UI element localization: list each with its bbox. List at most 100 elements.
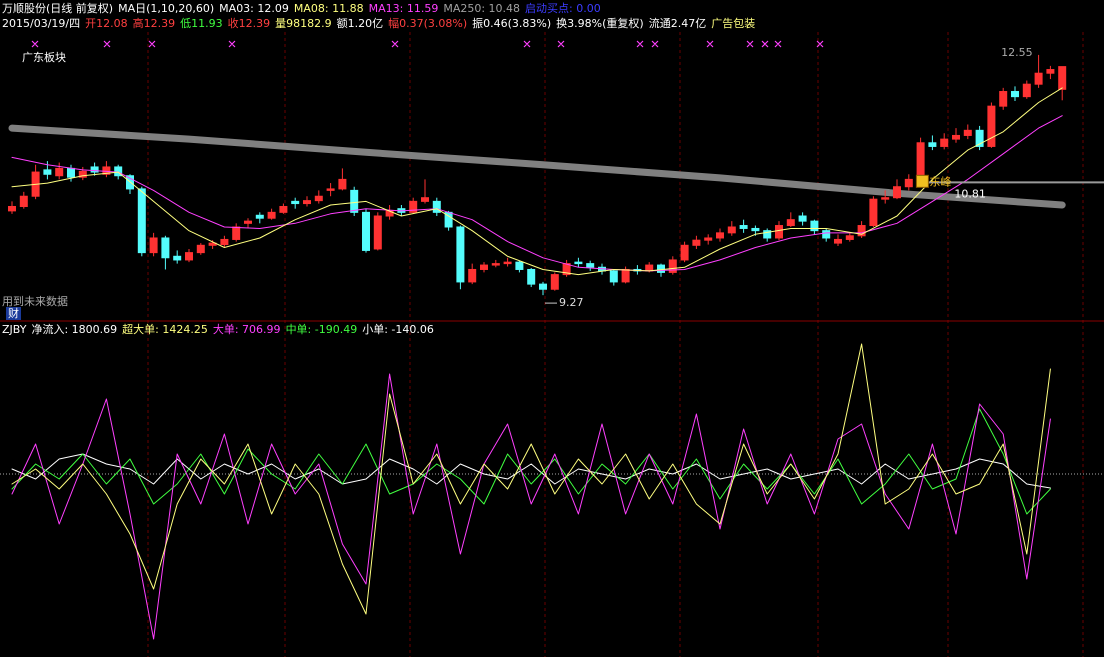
candle-body (208, 242, 217, 246)
candle-body (220, 238, 229, 246)
candle-body (43, 169, 52, 175)
candle-body (78, 170, 87, 178)
candle-body (114, 166, 123, 177)
candle-body (822, 230, 831, 239)
candle-body (1034, 72, 1043, 85)
ma-line (8, 124, 1066, 209)
candle-body (279, 205, 288, 213)
flow-line (11, 408, 1051, 515)
candle-body (67, 167, 75, 178)
candle-body (491, 263, 500, 266)
candle-body (409, 200, 418, 213)
candle-body (668, 259, 677, 273)
candle-body (244, 220, 252, 224)
candle-body (456, 226, 465, 283)
candle-body (952, 134, 960, 140)
candle-body (350, 189, 359, 213)
candle-body (727, 226, 736, 234)
candle-body (326, 188, 335, 191)
candle-body (480, 264, 488, 270)
candle-body (8, 205, 16, 212)
legend-item: 中单: -190.49 (285, 323, 358, 336)
candle-body (1022, 83, 1031, 98)
signal-crosses (31, 40, 824, 48)
candle-body (1046, 69, 1055, 74)
header-item: MA13: 11.59 (368, 2, 439, 15)
candle-body (173, 255, 182, 261)
candle-body (869, 198, 878, 227)
header-item: MA250: 10.48 (443, 2, 521, 15)
candle-body (373, 215, 382, 250)
candle-body (362, 211, 370, 251)
quote-item: 流通2.47亿 (648, 17, 707, 30)
quote-item: 振0.46(3.83%) (472, 17, 552, 30)
candle-body (704, 237, 713, 241)
legend-item: 大单: 706.99 (212, 323, 281, 336)
candle-body (338, 178, 347, 190)
candle-body (739, 225, 748, 229)
candle-body (149, 237, 158, 254)
sector-label: 广东板块 (22, 51, 66, 64)
candle-body (314, 195, 323, 202)
candle-body (928, 142, 937, 147)
candle-body (916, 142, 925, 180)
header-line-2: 2015/03/19/四 开12.08 高12.39 低11.93 收12.39 量981… (2, 16, 760, 31)
header-item: 万顺股份(日线 前复权) (2, 2, 114, 15)
candle-body (987, 105, 996, 147)
period-separators (147, 32, 1084, 657)
flow-line (11, 373, 1051, 640)
candle-body (161, 237, 170, 259)
candle-body (291, 200, 300, 205)
candle-body (196, 244, 205, 254)
candle-body (19, 195, 28, 207)
candle-body (586, 263, 595, 268)
candle-body (893, 186, 901, 199)
candle-body (645, 264, 654, 272)
legend-item: 小单: -140.06 (362, 323, 434, 336)
candle-body (999, 91, 1008, 107)
cai-badge[interactable]: 财 (6, 307, 21, 320)
candle-body (810, 220, 819, 232)
candle-body (751, 227, 760, 232)
candle-body (255, 214, 264, 219)
quote-item: 开12.08 (85, 17, 128, 30)
quote-item: 广告包装 (711, 17, 756, 30)
quote-item: 幅0.37(3.08%) (388, 17, 468, 30)
candle-body (775, 225, 783, 239)
candle-body (786, 219, 795, 227)
candle-body (857, 225, 866, 237)
flow-panel (0, 343, 1104, 640)
candle-body (55, 167, 64, 177)
candle-body (232, 226, 241, 240)
candle-body (716, 232, 724, 239)
candle-body (503, 261, 512, 265)
legend-item: 净流入: 1800.69 (31, 323, 118, 336)
ma-line (11, 87, 1063, 276)
header-item: 启动买点: 0.00 (525, 2, 601, 15)
candle-body (102, 166, 111, 175)
candle-body (940, 138, 949, 147)
quote-item: 低11.93 (180, 17, 223, 30)
candle-body (432, 200, 441, 213)
low-label: 9.27 (559, 296, 584, 309)
candle-body (562, 263, 571, 276)
candle-body (975, 129, 984, 147)
quote-item: 收12.39 (227, 17, 271, 30)
quote-item: 换3.98%(重复权) (556, 17, 644, 30)
header-item: MA日(1,10,20,60) (118, 2, 215, 15)
candle-body (574, 261, 583, 265)
ma-line (11, 115, 1063, 272)
quote-item: 2015/03/19/四 (2, 17, 81, 30)
flow-line (11, 343, 1051, 615)
legend-item: ZJBY (2, 323, 27, 336)
candle-body (904, 178, 913, 188)
marker-icon (915, 174, 929, 188)
candle-body (657, 264, 665, 273)
candle-body (1058, 66, 1067, 90)
candle-body (621, 268, 630, 283)
candle-body (798, 215, 807, 222)
candle-body (527, 268, 536, 285)
header-item: MA08: 11.88 (293, 2, 364, 15)
